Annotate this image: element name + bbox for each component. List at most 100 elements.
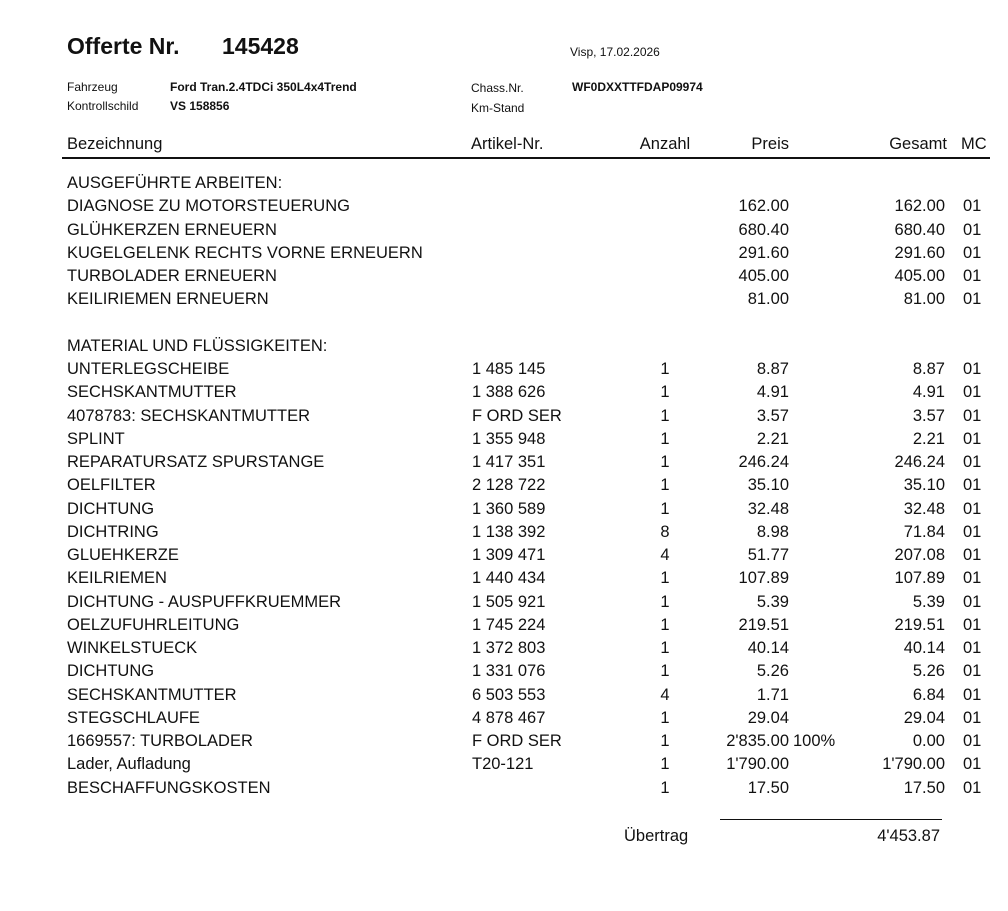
cell-mc: 01 bbox=[963, 708, 982, 727]
cell-total: 2.21 bbox=[912, 429, 945, 448]
cell-article: 4 878 467 bbox=[472, 708, 546, 727]
cell-price: 81.00 bbox=[747, 290, 789, 309]
cell-qty: 1 bbox=[660, 453, 670, 471]
cell-price: 2'835.00 bbox=[726, 732, 789, 750]
cell-total: 32.48 bbox=[903, 499, 945, 518]
column-header: Anzahl bbox=[639, 135, 691, 153]
cell-qty: 8 bbox=[660, 522, 670, 541]
cell-article: 1 417 351 bbox=[472, 453, 546, 471]
cell-mc: 01 bbox=[963, 453, 982, 471]
cell-price: 5.26 bbox=[756, 662, 789, 681]
cell-article: 1 360 589 bbox=[472, 499, 546, 518]
cell-qty: 1 bbox=[660, 639, 670, 657]
cell-mc: 01 bbox=[963, 406, 982, 425]
cell-article: F ORD SER bbox=[472, 406, 562, 425]
column-header: Artikel-Nr. bbox=[471, 135, 544, 153]
cell-total: 0.00 bbox=[912, 732, 945, 750]
header-rule bbox=[62, 157, 990, 159]
cell-mc: 01 bbox=[963, 592, 982, 611]
cell-name: GLÜHKERZEN ERNEUERN bbox=[67, 220, 277, 239]
column-header: MC bbox=[961, 135, 987, 153]
cell-mc: 01 bbox=[963, 546, 982, 564]
cell-total: 40.14 bbox=[903, 639, 945, 657]
cell-mc: 01 bbox=[963, 290, 982, 309]
column-header: Bezeichnung bbox=[67, 135, 163, 153]
cell-mc: 01 bbox=[963, 615, 982, 634]
cell-mc: 01 bbox=[963, 685, 982, 704]
cell-article: 1 745 224 bbox=[472, 615, 546, 634]
cell-article: 1 309 471 bbox=[472, 546, 546, 564]
footer-label: Übertrag bbox=[624, 827, 689, 845]
cell-mc: 01 bbox=[963, 755, 982, 774]
cell-total: 3.57 bbox=[912, 406, 945, 425]
cell-name: 1669557: TURBOLADER bbox=[67, 732, 253, 750]
cell-price: 4.91 bbox=[756, 383, 789, 402]
cell-qty: 1 bbox=[660, 429, 670, 448]
label: Chass.Nr. bbox=[471, 81, 524, 95]
cell-price: 291.60 bbox=[738, 243, 789, 262]
cell-price: 40.14 bbox=[747, 639, 789, 657]
cell-mc: 01 bbox=[963, 220, 982, 239]
cell-qty: 1 bbox=[660, 615, 670, 634]
cell-article: 1 388 626 bbox=[472, 383, 546, 402]
cell-qty: 1 bbox=[660, 383, 670, 402]
cell-price: 51.77 bbox=[747, 546, 789, 564]
cell-article: 1 138 392 bbox=[472, 522, 546, 541]
cell-mc: 01 bbox=[963, 662, 982, 681]
cell-name: DIAGNOSE ZU MOTORSTEUERUNG bbox=[67, 197, 350, 216]
cell-qty: 1 bbox=[660, 476, 670, 495]
cell-total: 5.39 bbox=[912, 592, 945, 611]
cell-price: 1.71 bbox=[756, 685, 789, 704]
cell-qty: 1 bbox=[660, 778, 670, 797]
cell-price: 405.00 bbox=[738, 267, 789, 285]
cell-article: T20-121 bbox=[472, 755, 534, 774]
cell-mc: 01 bbox=[963, 732, 982, 750]
cell-total: 162.00 bbox=[894, 197, 945, 216]
cell-price: 1'790.00 bbox=[726, 755, 789, 774]
cell-total: 207.08 bbox=[894, 546, 945, 564]
cell-name: UNTERLEGSCHEIBE bbox=[67, 360, 230, 378]
cell-name: DICHTUNG bbox=[67, 499, 155, 518]
cell-price: 8.98 bbox=[756, 522, 789, 541]
cell-name: SECHSKANTMUTTER bbox=[67, 685, 237, 704]
cell-qty: 1 bbox=[660, 499, 670, 518]
label: Fahrzeug bbox=[67, 80, 118, 94]
label: Km-Stand bbox=[471, 101, 525, 115]
cell-total: 8.87 bbox=[912, 360, 945, 378]
cell-total: 680.40 bbox=[894, 220, 945, 239]
cell-qty: 1 bbox=[660, 592, 670, 611]
cell-article: 1 355 948 bbox=[472, 429, 546, 448]
cell-total: 405.00 bbox=[894, 267, 945, 285]
cell-total: 291.60 bbox=[894, 243, 945, 262]
cell-qty: 1 bbox=[660, 662, 670, 681]
cell-qty: 1 bbox=[660, 708, 670, 727]
cell-price: 219.51 bbox=[738, 615, 789, 634]
cell-article: 1 440 434 bbox=[472, 569, 546, 588]
cell-total: 35.10 bbox=[903, 476, 945, 495]
cell-price: 3.57 bbox=[756, 406, 789, 425]
cell-mc: 01 bbox=[963, 243, 982, 262]
cell-mc: 01 bbox=[963, 499, 982, 518]
cell-name: Lader, Aufladung bbox=[67, 755, 191, 774]
cell-price: 8.87 bbox=[756, 360, 789, 378]
cell-mc: 01 bbox=[963, 360, 982, 378]
cell-name: WINKELSTUECK bbox=[67, 639, 198, 657]
cell-price: 29.04 bbox=[747, 708, 789, 727]
cell-price: 35.10 bbox=[747, 476, 789, 495]
cell-total: 219.51 bbox=[894, 615, 945, 634]
cell-qty: 4 bbox=[660, 685, 670, 704]
cell-total: 6.84 bbox=[912, 685, 945, 704]
cell-qty: 4 bbox=[660, 546, 670, 564]
cell-price: 2.21 bbox=[756, 429, 789, 448]
cell-total: 107.89 bbox=[894, 569, 945, 588]
cell-article: 6 503 553 bbox=[472, 685, 546, 704]
cell-mc: 01 bbox=[963, 476, 982, 495]
cell-name: KUGELGELENK RECHTS VORNE ERNEUERN bbox=[67, 243, 423, 262]
cell-mc: 01 bbox=[963, 639, 982, 657]
cell-name: 4078783: SECHSKANTMUTTER bbox=[67, 406, 310, 425]
cell-total: 71.84 bbox=[903, 522, 945, 541]
column-header: Preis bbox=[751, 135, 789, 153]
cell-name: OELZUFUHRLEITUNG bbox=[67, 615, 240, 634]
cell-name: DICHTUNG - AUSPUFFKRUEMMER bbox=[67, 592, 342, 611]
cell-article: 1 331 076 bbox=[472, 662, 546, 681]
